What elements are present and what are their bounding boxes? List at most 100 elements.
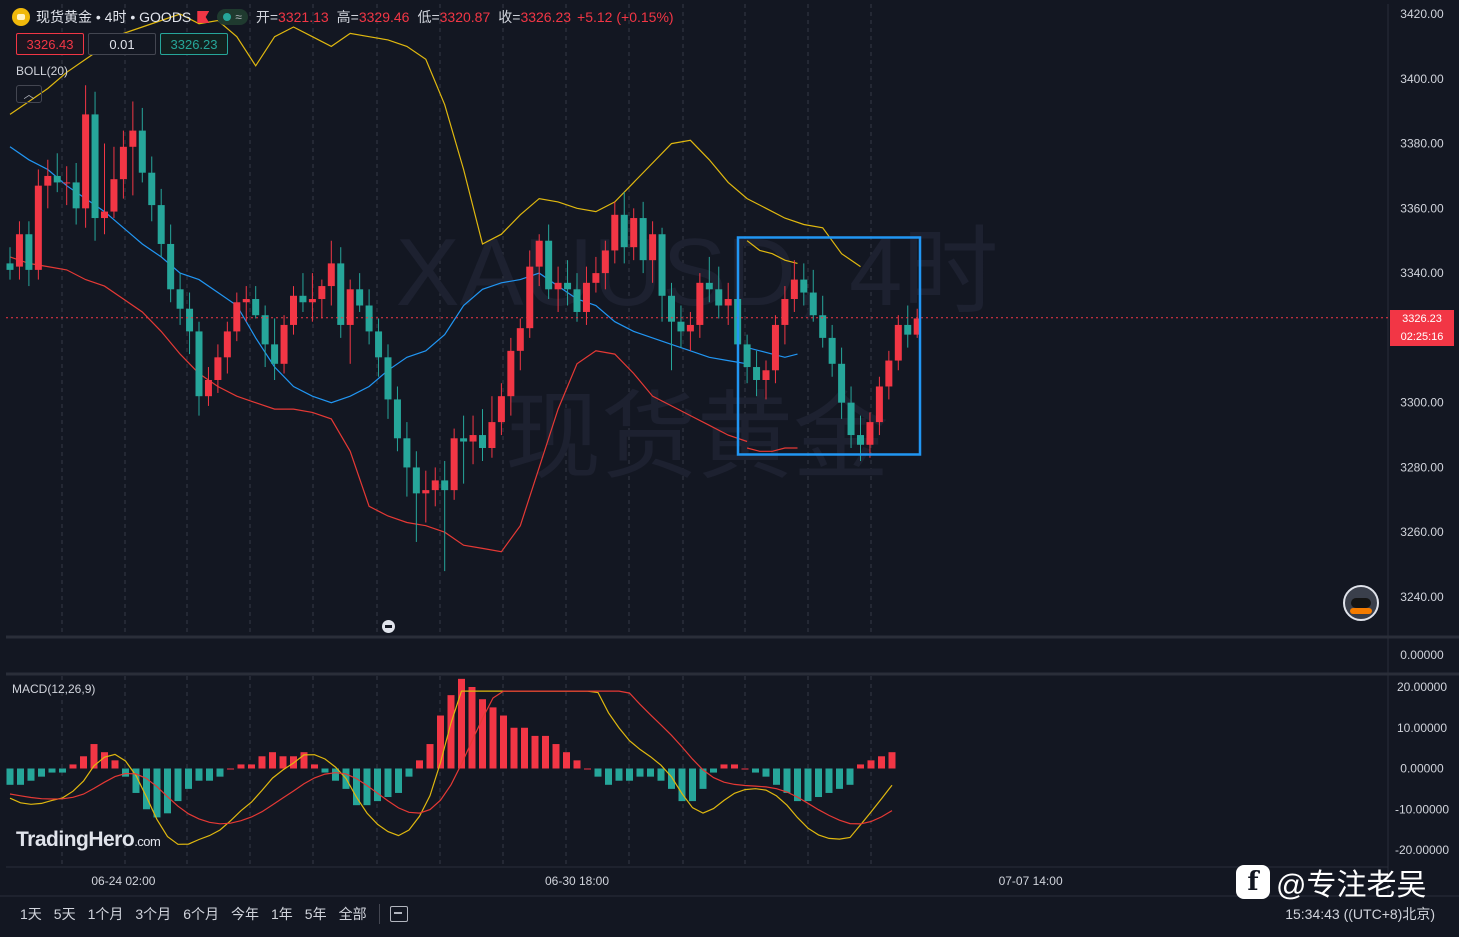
- candle-body: [497, 396, 505, 423]
- candle-body: [592, 273, 600, 283]
- macd-bar: [269, 752, 276, 769]
- candle-body: [904, 324, 912, 335]
- range-1m[interactable]: 1个月: [87, 906, 124, 922]
- candle-body: [365, 305, 373, 332]
- candle-body: [450, 438, 458, 491]
- range-all[interactable]: 全部: [338, 906, 367, 922]
- candle-body: [91, 114, 99, 219]
- range-ytd[interactable]: 今年: [230, 906, 259, 922]
- macd-tick-label: 20.00000: [1397, 680, 1447, 694]
- volume-axis-label: 0.00000: [1400, 648, 1444, 662]
- candle-body: [573, 289, 581, 312]
- range-3m[interactable]: 3个月: [135, 906, 172, 922]
- macd-bar: [363, 768, 371, 806]
- time-tick-label: 06-30 18:00: [545, 874, 609, 888]
- candle-body: [743, 344, 751, 368]
- boll-lower-line: [9, 256, 748, 553]
- macd-bar: [888, 752, 896, 769]
- collapse-indicators-button[interactable]: ︿: [16, 85, 42, 103]
- macd-bar: [836, 768, 843, 789]
- candle-body: [488, 422, 496, 449]
- candle-body: [582, 282, 590, 312]
- candle-body: [412, 467, 420, 494]
- macd-bar: [80, 756, 87, 769]
- candle-body: [110, 179, 118, 212]
- candle-body: [620, 214, 628, 248]
- market-status-badge[interactable]: ≈: [217, 9, 248, 25]
- macd-bar: [395, 768, 402, 793]
- macd-bar: [405, 768, 413, 777]
- macd-bar: [605, 768, 612, 785]
- macd-indicator-label[interactable]: MACD(12,26,9): [12, 682, 96, 696]
- candle-body: [337, 263, 345, 325]
- date-range-icon[interactable]: [389, 906, 408, 922]
- candle-body: [526, 266, 534, 329]
- price-tick-label: 3420.00: [1400, 7, 1444, 21]
- economic-event-icon[interactable]: [382, 620, 395, 633]
- macd-bar: [258, 756, 266, 769]
- candle-body: [233, 302, 241, 332]
- macd-bar: [101, 752, 108, 769]
- macd-bar: [227, 768, 234, 770]
- macd-bar: [384, 768, 392, 798]
- quantity-input[interactable]: 0.01: [88, 33, 156, 55]
- buy-button[interactable]: 3326.23: [160, 33, 228, 55]
- range-5d[interactable]: 5天: [53, 906, 76, 922]
- range-1y[interactable]: 1年: [270, 906, 293, 922]
- candle-body: [82, 114, 90, 209]
- candle-body: [677, 321, 685, 332]
- macd-bar: [657, 768, 665, 781]
- last-price-tag: 3326.23 02:25:16: [1390, 310, 1454, 346]
- change-value: +5.12 (+0.15%): [577, 9, 674, 25]
- last-price-value: 3326.23: [1402, 313, 1442, 325]
- candle-body: [242, 299, 250, 303]
- range-5y[interactable]: 5年: [304, 906, 327, 922]
- candle-body: [658, 234, 666, 296]
- macd-bar: [878, 756, 885, 769]
- candle-body: [299, 295, 307, 303]
- gold-coin-icon: [12, 8, 30, 26]
- timezone-clock[interactable]: 15:34:43 ((UTC+8)北京): [1285, 906, 1435, 922]
- candle-body: [885, 360, 893, 387]
- macd-bar: [741, 768, 749, 770]
- candle-body: [809, 292, 817, 316]
- candle-body: [393, 399, 401, 439]
- macd-tick-label: 0.00000: [1400, 762, 1444, 776]
- macd-bar: [783, 768, 791, 793]
- candle-body: [800, 279, 808, 293]
- candle-body: [44, 175, 52, 186]
- macd-bar: [374, 768, 381, 802]
- macd-bar: [195, 768, 203, 781]
- macd-bar: [762, 768, 770, 777]
- macd-bar: [6, 768, 14, 785]
- boll-lower-tail: [746, 447, 798, 452]
- time-tick-label: 06-24 02:00: [91, 874, 155, 888]
- candle-body: [460, 438, 468, 442]
- assistant-avatar-icon[interactable]: [1343, 585, 1379, 621]
- candle-body: [516, 328, 524, 351]
- macd-bar: [48, 768, 56, 773]
- candle-body: [223, 331, 231, 358]
- candle-body: [668, 295, 675, 322]
- range-6m[interactable]: 6个月: [183, 906, 219, 922]
- macd-bar: [626, 768, 633, 781]
- range-1d[interactable]: 1天: [20, 906, 42, 922]
- candle-body: [167, 243, 175, 290]
- macd-bar: [573, 760, 581, 769]
- macd-bar: [731, 764, 738, 769]
- candle-body: [894, 324, 902, 361]
- macd-bar: [27, 768, 35, 781]
- candle-body: [771, 324, 779, 371]
- macd-bar: [153, 768, 161, 818]
- macd-bar: [311, 764, 318, 769]
- price-tick-label: 3340.00: [1400, 266, 1444, 280]
- macd-bar: [678, 768, 686, 802]
- boll-upper-line: [9, 13, 861, 268]
- boll-indicator-label[interactable]: BOLL(20): [16, 64, 69, 78]
- macd-bar: [500, 715, 507, 769]
- sell-button[interactable]: 3326.43: [16, 33, 84, 55]
- macd-bar: [699, 768, 707, 789]
- symbol-title[interactable]: 现货黄金 • 4时 • GOODS: [36, 9, 192, 25]
- wave-icon: ≈: [235, 10, 242, 24]
